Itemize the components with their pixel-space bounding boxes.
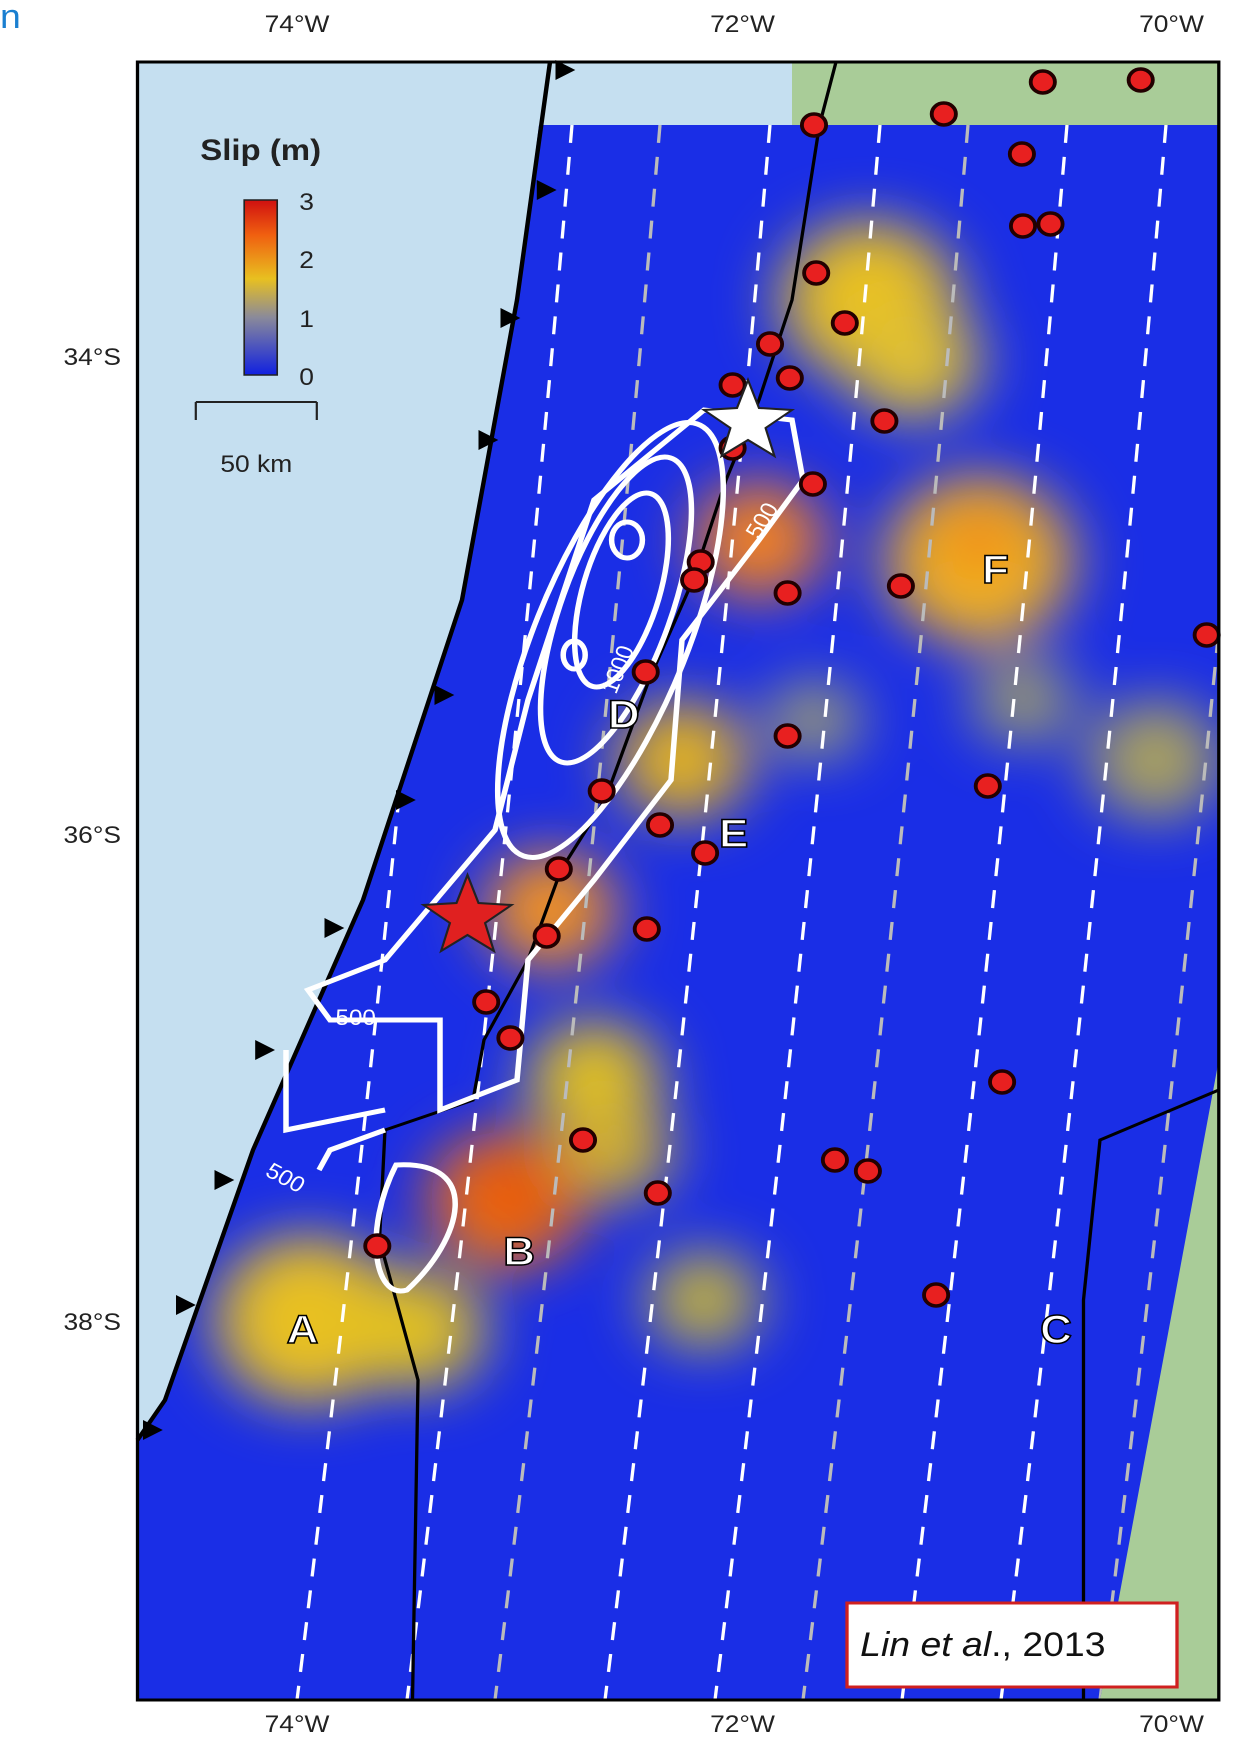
aftershock [648, 814, 672, 836]
legend-tick: 2 [299, 247, 314, 274]
aftershock [1038, 213, 1062, 235]
region-label: C [1040, 1307, 1072, 1352]
citation-authors: Lin et al [860, 1626, 992, 1664]
x-label: 72°W [710, 11, 775, 38]
region-label: D [608, 692, 640, 737]
contour-label: 500 [336, 1005, 376, 1030]
aftershock [1010, 143, 1034, 165]
x-label: 74°W [265, 11, 330, 38]
slip-patch [484, 1160, 550, 1220]
aftershock [635, 918, 659, 940]
aftershock [365, 1235, 389, 1257]
citation-year: ., 2013 [991, 1626, 1105, 1664]
aftershock [856, 1160, 880, 1182]
aftershock [802, 114, 826, 136]
aftershock [932, 103, 956, 125]
aftershock [721, 374, 745, 396]
aftershock [889, 575, 913, 597]
x-label: 70°W [1139, 11, 1204, 38]
aftershock [990, 1071, 1014, 1093]
corner-text: n [0, 0, 21, 36]
aftershock [693, 842, 717, 864]
map-figure: n 74°W 72°W 70°W 74°W 72°W 70 [0, 0, 1254, 1747]
aftershock [1031, 71, 1055, 93]
legend-title: Slip (m) [200, 132, 321, 166]
region-label: E [719, 811, 748, 856]
region-label: F [982, 547, 1009, 592]
slip-patch [352, 1270, 484, 1390]
aftershock [778, 367, 802, 389]
slip-patch [974, 655, 1073, 745]
aftershock [547, 858, 571, 880]
aftershock [590, 780, 614, 802]
aftershock [682, 569, 706, 591]
aftershock [1011, 215, 1035, 237]
scale-label: 50 km [220, 451, 292, 478]
citation: Lin et al., 2013 [860, 1626, 1105, 1664]
y-label: 38°S [63, 1309, 121, 1336]
colorbar [244, 200, 277, 375]
aftershock [498, 1027, 522, 1049]
aftershock [1195, 624, 1219, 646]
aftershock [535, 925, 559, 947]
x-label: 72°W [710, 1711, 775, 1738]
aftershock [833, 312, 857, 334]
aftershock [804, 262, 828, 284]
aftershock [634, 661, 658, 683]
aftershock [872, 410, 896, 432]
slip-patch [847, 300, 979, 420]
x-label: 74°W [265, 1711, 330, 1738]
aftershock [776, 725, 800, 747]
region-label: A [287, 1307, 319, 1352]
aftershock [823, 1149, 847, 1171]
aftershock [646, 1182, 670, 1204]
y-label: 34°S [63, 344, 121, 371]
aftershock [571, 1129, 595, 1151]
aftershock [474, 991, 498, 1013]
slip-patch [649, 1250, 759, 1350]
legend-tick: 0 [299, 364, 314, 391]
region-label: B [503, 1229, 535, 1274]
legend-tick: 1 [299, 306, 314, 333]
aftershock [924, 1284, 948, 1306]
aftershock [758, 333, 782, 355]
y-label: 36°S [63, 822, 121, 849]
aftershock [976, 775, 1000, 797]
x-label: 70°W [1139, 1711, 1204, 1738]
land [792, 62, 1219, 125]
aftershock [776, 582, 800, 604]
legend-tick: 3 [299, 189, 314, 216]
aftershock [801, 473, 825, 495]
aftershock [1129, 69, 1153, 91]
